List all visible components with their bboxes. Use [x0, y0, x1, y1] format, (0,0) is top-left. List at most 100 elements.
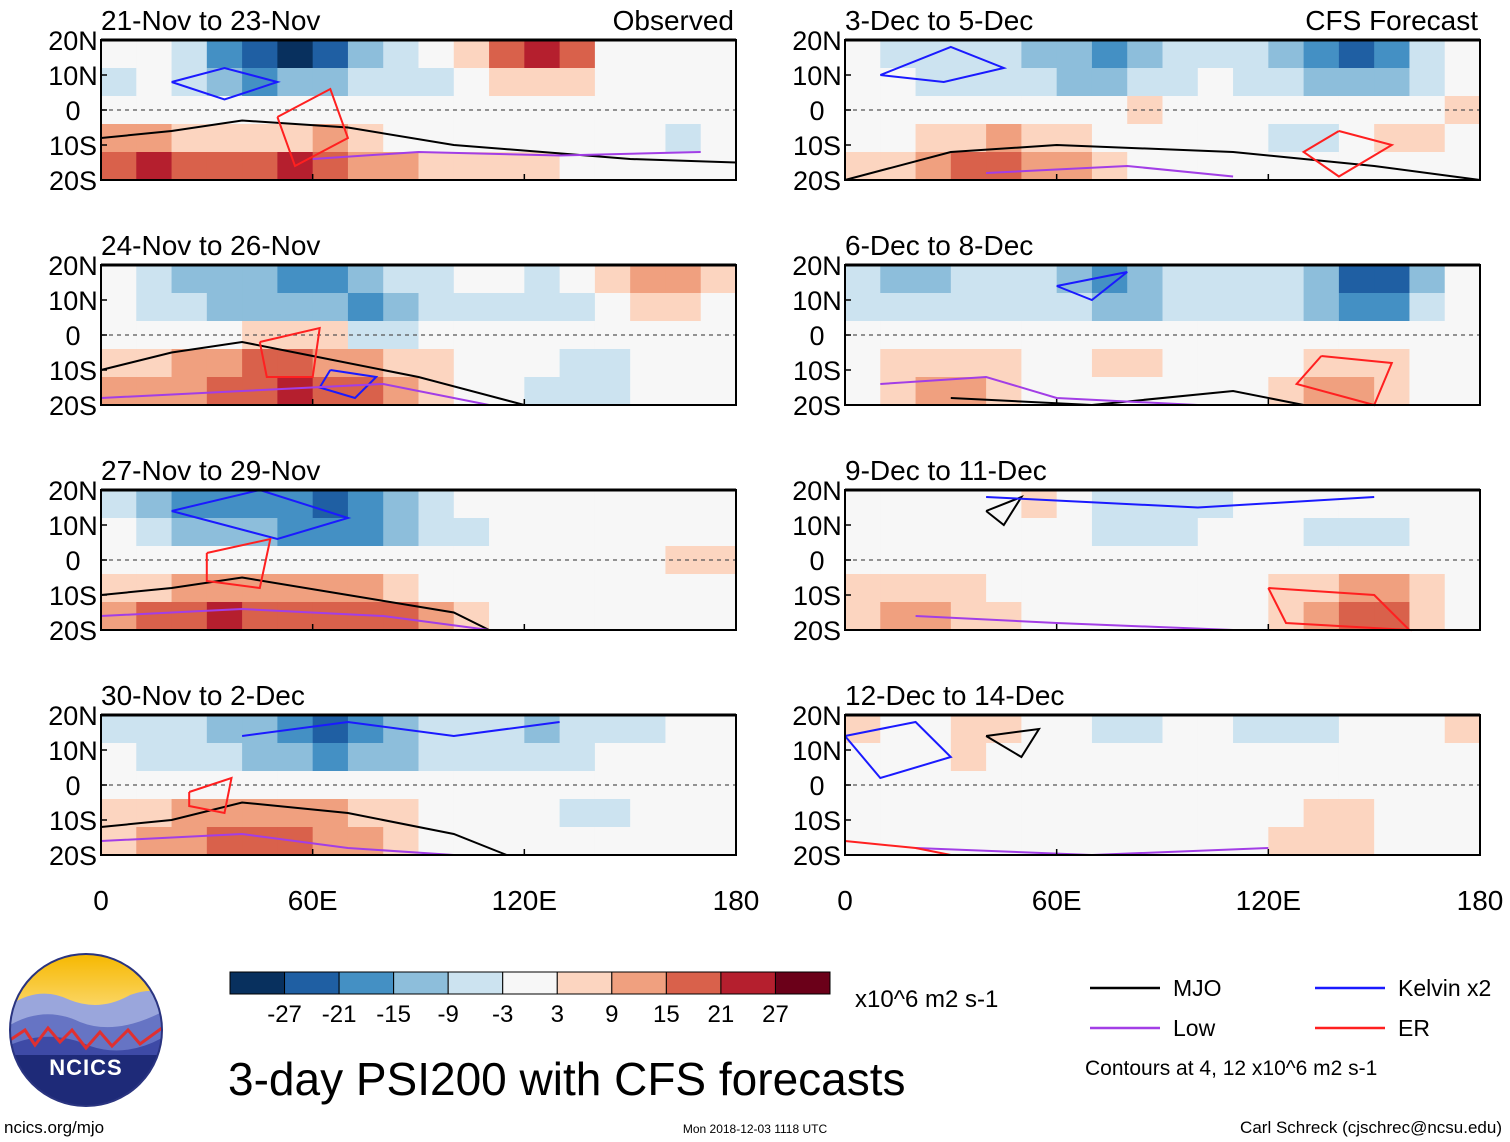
y-tick-label: 10S [793, 131, 841, 161]
colorbar-units: x10^6 m2 s-1 [855, 986, 998, 1013]
y-tick-label: 10S [49, 131, 97, 161]
x-tick-label: 180 [713, 885, 760, 916]
psi-anomaly-cell [1409, 377, 1446, 406]
map-panel: 20N 10N 0 10S 20S 27-Nov to 29-Nov [48, 455, 737, 646]
psi-anomaly-cell [312, 293, 349, 322]
psi-anomaly-cell [489, 743, 525, 772]
psi-anomaly-cell [1197, 293, 1234, 322]
psi-anomaly-cell [1056, 743, 1093, 772]
y-tick-label: 0 [809, 546, 824, 576]
psi-anomaly-cell [489, 799, 525, 828]
psi-anomaly-cell [101, 715, 137, 744]
psi-anomaly-cell [524, 715, 561, 744]
footer-timestamp: Mon 2018-12-03 1118 UTC [683, 1122, 828, 1136]
y-tick-label: 10N [792, 511, 842, 541]
psi-anomaly-cell [242, 152, 278, 181]
psi-anomaly-cell [594, 799, 631, 828]
psi-anomaly-cell [1268, 265, 1305, 294]
psi-anomaly-cell [1409, 799, 1446, 828]
psi-anomaly-cell [1162, 293, 1199, 322]
psi-anomaly-cell [101, 152, 137, 181]
y-tick-label: 10N [792, 61, 842, 91]
psi-anomaly-cell [845, 124, 881, 153]
legend-label: ER [1398, 1015, 1430, 1041]
psi-anomaly-cell [630, 349, 667, 378]
psi-anomaly-cell [1021, 68, 1058, 97]
footer-author: Carl Schreck (cjschrec@ncsu.edu) [1240, 1118, 1502, 1137]
psi-anomaly-cell [880, 518, 917, 547]
psi-anomaly-cell [524, 743, 561, 772]
y-tick-label: 20S [793, 391, 841, 421]
psi-anomaly-cell [630, 377, 667, 406]
psi-anomaly-cell [1021, 799, 1058, 828]
map-panel: 20N 10N 0 10S 20S 3-Dec to 5-Dec CFS Forecast [792, 5, 1481, 196]
psi-anomaly-cell [524, 377, 561, 406]
psi-anomaly-cell [242, 602, 278, 631]
psi-anomaly-cell [1056, 490, 1093, 519]
psi-anomaly-cell [630, 743, 667, 772]
psi-anomaly-cell [1162, 124, 1199, 153]
psi-anomaly-cell [242, 349, 278, 378]
psi-anomaly-cell [1162, 40, 1199, 69]
y-tick-label: 20N [792, 26, 842, 56]
y-tick-label: 0 [65, 321, 80, 351]
psi-anomaly-cell [171, 40, 208, 69]
psi-anomaly-cell [630, 518, 667, 547]
psi-anomaly-cell [347, 490, 384, 519]
psi-anomaly-cell [1338, 349, 1375, 378]
psi-anomaly-cell [524, 602, 561, 631]
psi-anomaly-cell [1409, 293, 1446, 322]
psi-anomaly-cell [1197, 265, 1234, 294]
x-tick-label: 0 [93, 885, 109, 916]
y-tick-label: 20N [48, 701, 98, 731]
psi-anomaly-cell [1268, 293, 1305, 322]
psi-anomaly-cell [1444, 377, 1481, 406]
psi-anomaly-cell [347, 68, 384, 97]
psi-anomaly-cell [101, 40, 137, 69]
psi-anomaly-cell [1444, 743, 1481, 772]
psi-anomaly-cell [489, 490, 525, 519]
psi-anomaly-cell [1021, 265, 1058, 294]
contour-mjo [950, 389, 1304, 407]
psi-anomaly-cell [489, 349, 525, 378]
psi-anomaly-cell [418, 490, 455, 519]
contour-kelvin-x2 [1056, 271, 1128, 302]
psi-anomaly-cell [242, 124, 278, 153]
psi-anomaly-cell [453, 152, 490, 181]
psi-anomaly-cell [1268, 518, 1305, 547]
psi-anomaly-cell [1338, 490, 1375, 519]
psi-anomaly-cell [277, 293, 314, 322]
psi-anomaly-cell [1303, 799, 1340, 828]
psi-anomaly-cell [489, 518, 525, 547]
psi-anomaly-cell [665, 40, 702, 69]
psi-anomaly-cell [1409, 265, 1446, 294]
contour-er [188, 776, 233, 815]
psi-anomaly-cell [347, 40, 384, 69]
psi-anomaly-cell [101, 518, 137, 547]
psi-anomaly-cell [594, 68, 631, 97]
psi-anomaly-cell [700, 124, 737, 153]
psi-anomaly-cell [1374, 743, 1411, 772]
psi-anomaly-cell [489, 40, 525, 69]
psi-anomaly-cell [1374, 827, 1411, 856]
psi-anomaly-cell [845, 152, 881, 181]
contour-er [1301, 130, 1395, 178]
psi-anomaly-cell [845, 574, 881, 603]
psi-anomaly-cell [594, 293, 631, 322]
psi-anomaly-cell [383, 518, 420, 547]
psi-anomaly-cell [1021, 40, 1058, 69]
psi-anomaly-cell [101, 799, 137, 828]
y-tick-label: 0 [65, 96, 80, 126]
psi-anomaly-cell [206, 827, 243, 856]
contour-low [100, 607, 490, 631]
psi-anomaly-cell [915, 265, 952, 294]
y-tick-label: 20S [793, 166, 841, 196]
psi-anomaly-cell [559, 293, 596, 322]
y-tick-label: 10N [48, 511, 98, 541]
psi-anomaly-cell [1197, 40, 1234, 69]
legend-label: MJO [1173, 975, 1222, 1001]
psi-anomaly-cell [1021, 574, 1058, 603]
psi-anomaly-cell [206, 265, 243, 294]
psi-anomaly-cell [524, 40, 561, 69]
psi-anomaly-cell [1409, 827, 1446, 856]
